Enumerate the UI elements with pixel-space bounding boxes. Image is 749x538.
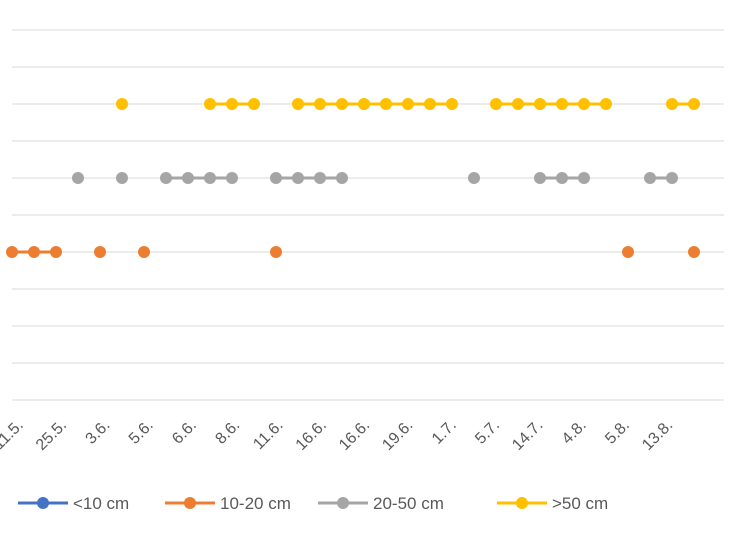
data-point — [204, 98, 216, 110]
data-point — [446, 98, 458, 110]
x-tick-label: 16.6. — [336, 417, 373, 454]
series-3 — [116, 98, 700, 110]
data-point — [380, 98, 392, 110]
legend-marker-icon — [184, 497, 196, 509]
data-point — [72, 172, 84, 184]
legend-label: 20-50 cm — [373, 494, 444, 513]
data-point — [468, 172, 480, 184]
data-point — [424, 98, 436, 110]
data-point — [270, 246, 282, 258]
data-point — [182, 172, 194, 184]
series-layer — [6, 98, 700, 258]
x-tick-label: 16.6. — [293, 417, 330, 454]
legend: <10 cm 10-20 cm 20-50 cm >50 cm — [18, 494, 608, 513]
data-point — [116, 98, 128, 110]
data-point — [644, 172, 656, 184]
data-point — [314, 172, 326, 184]
series-1 — [6, 246, 700, 258]
data-point — [6, 246, 18, 258]
data-point — [226, 172, 238, 184]
x-tick-label: 19.6. — [379, 417, 416, 454]
legend-item[interactable]: >50 cm — [497, 494, 608, 513]
data-point — [292, 172, 304, 184]
legend-marker-icon — [337, 497, 349, 509]
data-point — [490, 98, 502, 110]
data-point — [578, 98, 590, 110]
x-tick-label: 1.7. — [429, 417, 460, 448]
legend-marker-icon — [516, 497, 528, 509]
x-tick-label: 25.5. — [33, 417, 70, 454]
data-point — [666, 98, 678, 110]
data-point — [556, 172, 568, 184]
data-point — [270, 172, 282, 184]
x-tick-label: 14.7. — [509, 417, 546, 454]
data-point — [688, 98, 700, 110]
legend-marker-icon — [37, 497, 49, 509]
grid-lines — [12, 29, 724, 401]
data-point — [94, 246, 106, 258]
data-point — [336, 98, 348, 110]
legend-item[interactable]: 10-20 cm — [165, 494, 291, 513]
data-point — [556, 98, 568, 110]
x-tick-label: 11.6. — [250, 417, 286, 453]
data-point — [534, 98, 546, 110]
x-tick-label: 5.6. — [126, 417, 157, 448]
data-point — [512, 98, 524, 110]
data-point — [666, 172, 678, 184]
data-point — [204, 172, 216, 184]
x-tick-label: 5.7. — [472, 417, 503, 448]
legend-item[interactable]: 20-50 cm — [318, 494, 444, 513]
data-point — [622, 246, 634, 258]
x-tick-label: 5.8. — [602, 417, 633, 448]
data-point — [248, 98, 260, 110]
data-point — [578, 172, 590, 184]
data-point — [50, 246, 62, 258]
data-point — [116, 172, 128, 184]
legend-label: >50 cm — [552, 494, 608, 513]
legend-label: 10-20 cm — [220, 494, 291, 513]
data-point — [160, 172, 172, 184]
data-point — [292, 98, 304, 110]
x-tick-label: 13.8. — [639, 417, 676, 454]
data-point — [138, 246, 150, 258]
legend-item[interactable]: <10 cm — [18, 494, 129, 513]
x-tick-label: 11.5. — [0, 417, 27, 453]
x-tick-label: 4.8. — [559, 417, 590, 448]
data-point — [600, 98, 612, 110]
data-point — [314, 98, 326, 110]
data-point — [28, 246, 40, 258]
x-tick-label: 8.6. — [212, 417, 243, 448]
series-2 — [72, 172, 678, 184]
data-point — [336, 172, 348, 184]
x-axis: 11.5. 25.5. 3.6. 5.6. 6.6. 8.6. 11.6. 16.6. 16.6… — [0, 417, 676, 454]
data-point — [688, 246, 700, 258]
data-point — [402, 98, 414, 110]
legend-label: <10 cm — [73, 494, 129, 513]
data-point — [226, 98, 238, 110]
x-tick-label: 3.6. — [83, 417, 114, 448]
data-point — [534, 172, 546, 184]
x-tick-label: 6.6. — [169, 417, 200, 448]
data-point — [358, 98, 370, 110]
